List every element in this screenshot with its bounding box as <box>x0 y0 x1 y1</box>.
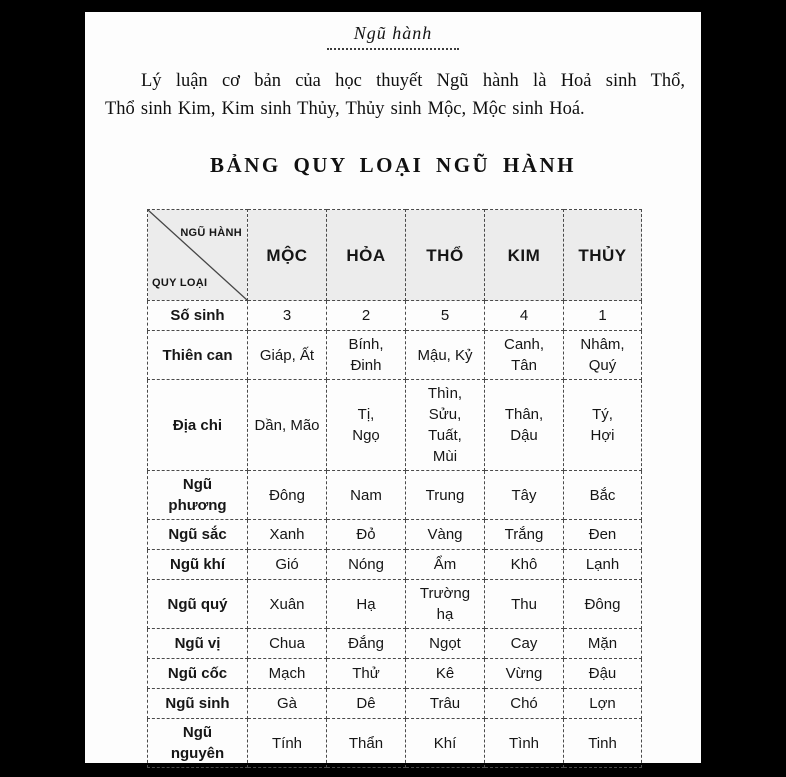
table-cell: Mặn <box>563 628 642 659</box>
table-cell: Nhâm, Quý <box>563 330 642 380</box>
diagonal-line <box>148 210 247 300</box>
table-cell: Mạch <box>247 658 327 689</box>
intro-line-2: Thổ sinh Kim, Kim sinh Thủy, Thủy sinh M… <box>105 99 585 119</box>
table-cell: Dê <box>326 688 406 719</box>
table-cell: Bính, Đinh <box>326 330 406 380</box>
table-cell: Vàng <box>405 519 485 550</box>
table-cell: Ẩm <box>405 549 485 580</box>
intro-paragraph: Lý luận cơ bản của học thuyết Ngũ hành l… <box>105 67 685 123</box>
table-cell: Giáp, Ất <box>247 330 327 380</box>
chapter-header: Ngũ hành <box>353 23 433 43</box>
quy-loai-table-body: Số sinh 3 2 5 4 1 Thiên can Giáp, Ất Bính, Đinh M… <box>147 300 642 768</box>
row-label: Ngũ cốc <box>147 658 248 689</box>
table-cell: Tây <box>484 470 564 520</box>
col-header-kim: KIM <box>484 209 564 301</box>
row-label: Ngũ sinh <box>147 688 248 719</box>
row-label: Thiên can <box>147 330 248 380</box>
row-label: Ngũ phương <box>147 470 248 520</box>
table-cell: Hạ <box>326 579 406 629</box>
row-label: Địa chi <box>147 379 248 471</box>
table-cell: Tý, Hợi <box>563 379 642 471</box>
row-label: Số sinh <box>147 300 248 331</box>
corner-label-quy-loai: QUY LOẠI <box>152 277 208 289</box>
table-cell: Tình <box>484 718 564 768</box>
table-title: BẢNG QUY LOẠI NGŨ HÀNH <box>210 153 576 177</box>
table-row: Ngũ vị Chua Đắng Ngọt Cay Mặn <box>147 628 642 659</box>
table-cell: Cay <box>484 628 564 659</box>
table-cell: Thẩn <box>326 718 406 768</box>
table-cell: Đậu <box>563 658 642 689</box>
table-cell: Canh, Tân <box>484 330 564 380</box>
table-row: Ngũ sắc Xanh Đỏ Vàng Trắng Đen <box>147 519 642 550</box>
table-cell: Trắng <box>484 519 564 550</box>
table-cell: Chó <box>484 688 564 719</box>
table-cell: 5 <box>405 300 485 331</box>
table-cell: Đắng <box>326 628 406 659</box>
table-cell: Tinh <box>563 718 642 768</box>
table-cell: Trâu <box>405 688 485 719</box>
corner-label-ngu-hanh: NGŨ HÀNH <box>180 227 242 239</box>
table-cell: Tị, Ngọ <box>326 379 406 471</box>
table-cell: Lạnh <box>563 549 642 580</box>
table-cell: Lợn <box>563 688 642 719</box>
table-cell: Bắc <box>563 470 642 520</box>
col-header-hoa: HỎA <box>326 209 406 301</box>
table-cell: Chua <box>247 628 327 659</box>
table-row: Ngũ sinh Gà Dê Trâu Chó Lợn <box>147 688 642 719</box>
table-cell: Dần, Mão <box>247 379 327 471</box>
table-cell: Nam <box>326 470 406 520</box>
table-cell: Thử <box>326 658 406 689</box>
table-cell: 3 <box>247 300 327 331</box>
table-cell: 4 <box>484 300 564 331</box>
table-cell: Đỏ <box>326 519 406 550</box>
row-label: Ngũ khí <box>147 549 248 580</box>
table-row: Ngũ phương Đông Nam Trung Tây Bắc <box>147 470 642 520</box>
table-row: Ngũ khí Gió Nóng Ẩm Khô Lạnh <box>147 549 642 580</box>
table-cell: Thân, Dậu <box>484 379 564 471</box>
table-cell: Xuân <box>247 579 327 629</box>
table-cell: 2 <box>326 300 406 331</box>
table-cell: Mậu, Kỷ <box>405 330 485 380</box>
table-cell: Khí <box>405 718 485 768</box>
row-label: Ngũ nguyên <box>147 718 248 768</box>
table-cell: Vừng <box>484 658 564 689</box>
table-cell: Kê <box>405 658 485 689</box>
table-row: Số sinh 3 2 5 4 1 <box>147 300 642 331</box>
table-row: Địa chi Dần, Mão Tị, Ngọ Thìn, Sửu, Tuất, M… <box>147 379 642 471</box>
table-cell: 1 <box>563 300 642 331</box>
col-header-thuy: THỦY <box>563 209 642 301</box>
table-cell: Đông <box>563 579 642 629</box>
chapter-header-rule <box>327 48 459 50</box>
table-cell: Gió <box>247 549 327 580</box>
table-cell: Khô <box>484 549 564 580</box>
table-cell: Đen <box>563 519 642 550</box>
table-header-row: NGŨ HÀNH QUY LOẠI MỘC HỎA THỔ KIM THỦY <box>147 209 642 301</box>
table-cell: Đông <box>247 470 327 520</box>
corner-cell: NGŨ HÀNH QUY LOẠI <box>147 209 248 301</box>
table-cell: Ngọt <box>405 628 485 659</box>
intro-line-1: Lý luận cơ bản của học thuyết Ngũ hành l… <box>141 71 685 91</box>
table-row: Ngũ cốc Mạch Thử Kê Vừng Đậu <box>147 658 642 689</box>
table-row: Ngũ nguyên Tính Thẩn Khí Tình Tinh <box>147 718 642 768</box>
row-label: Ngũ vị <box>147 628 248 659</box>
row-label: Ngũ sắc <box>147 519 248 550</box>
table-cell: Thu <box>484 579 564 629</box>
table-cell: Xanh <box>247 519 327 550</box>
quy-loai-table: NGŨ HÀNH QUY LOẠI MỘC HỎA THỔ KIM THỦY S… <box>147 209 642 768</box>
table-cell: Tính <box>247 718 327 768</box>
table-cell: Thìn, Sửu, Tuất, Mùi <box>405 379 485 471</box>
table-cell: Trường hạ <box>405 579 485 629</box>
table-cell: Trung <box>405 470 485 520</box>
col-header-moc: MỘC <box>247 209 327 301</box>
table-cell: Gà <box>247 688 327 719</box>
table-row: Thiên can Giáp, Ất Bính, Đinh Mậu, Kỷ Canh, … <box>147 330 642 380</box>
row-label: Ngũ quý <box>147 579 248 629</box>
table-cell: Nóng <box>326 549 406 580</box>
col-header-tho: THỔ <box>405 209 485 301</box>
table-row: Ngũ quý Xuân Hạ Trường hạ Thu Đông <box>147 579 642 629</box>
book-page: Ngũ hành Lý luận cơ bản của học thuyết N… <box>85 12 701 768</box>
